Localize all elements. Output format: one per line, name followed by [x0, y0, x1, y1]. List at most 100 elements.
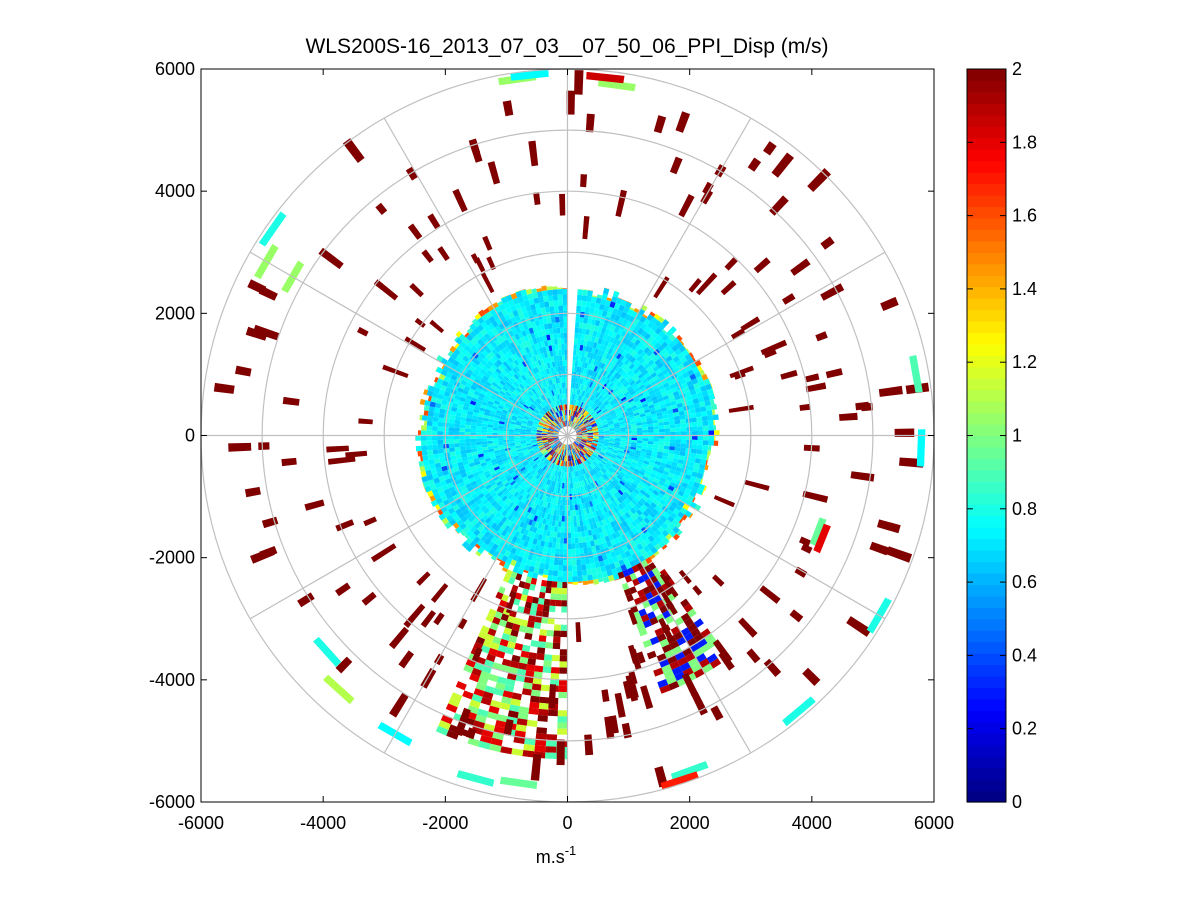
- core-cell: [598, 437, 605, 440]
- core-cell: [572, 565, 577, 571]
- core-cell: [570, 415, 572, 422]
- core-cell: [571, 416, 574, 422]
- core-cell: [555, 487, 559, 494]
- core-cell: [609, 439, 615, 443]
- core-cell: [602, 370, 608, 377]
- core-cell: [455, 411, 462, 417]
- core-cell: [574, 487, 578, 494]
- core-cell: [511, 450, 517, 454]
- core-cell: [501, 487, 508, 494]
- core-cell: [596, 445, 603, 448]
- core-cell: [656, 412, 663, 417]
- core-cell: [613, 422, 620, 426]
- core-cell: [576, 436, 583, 437]
- core-cell: [498, 440, 504, 443]
- core-cell: [694, 407, 701, 413]
- core-cell: [578, 509, 582, 516]
- core-cell: [585, 563, 591, 570]
- core-cell: [603, 410, 609, 415]
- core-cell: [421, 415, 428, 421]
- core-cell: [631, 425, 637, 429]
- core-cell: [440, 404, 447, 410]
- core-cell: [602, 364, 608, 371]
- core-cell: [672, 408, 679, 413]
- core-cell: [617, 482, 624, 488]
- core-cell: [581, 531, 586, 538]
- core-cell: [663, 492, 671, 499]
- core-cell: [590, 402, 595, 408]
- core-cell: [609, 399, 615, 405]
- sector-cell: [529, 701, 540, 709]
- core-cell: [526, 425, 532, 428]
- core-cell: [560, 338, 565, 345]
- core-cell: [495, 496, 502, 503]
- core-cell: [580, 441, 586, 445]
- core-cell: [607, 503, 614, 511]
- core-cell: [560, 332, 565, 339]
- core-cell: [530, 543, 537, 550]
- core-cell: [527, 445, 533, 449]
- core-cell: [612, 385, 618, 391]
- core-cell: [702, 425, 709, 431]
- core-cell: [680, 496, 688, 504]
- core-cell: [591, 403, 596, 409]
- core-cell: [693, 382, 701, 390]
- core-cell: [539, 455, 545, 460]
- core-cell: [547, 479, 552, 486]
- core-cell: [637, 522, 645, 530]
- core-cell: [476, 384, 484, 390]
- core-cell: [542, 428, 549, 431]
- core-cell: [530, 531, 536, 539]
- core-cell: [593, 505, 598, 512]
- core-cell: [450, 490, 458, 497]
- core-cell: [646, 514, 654, 522]
- core-cell: [445, 360, 453, 368]
- core-cell: [453, 431, 460, 436]
- core-cell: [614, 438, 621, 442]
- core-cell: [634, 518, 641, 525]
- core-cell: [684, 474, 692, 480]
- core-cell: [501, 509, 508, 517]
- core-cell: [625, 367, 632, 374]
- core-cell: [529, 450, 535, 454]
- core-cell: [544, 443, 550, 447]
- core-cell: [529, 415, 536, 420]
- core-cell: [576, 433, 583, 435]
- core-cell: [473, 457, 480, 463]
- core-cell: [626, 385, 633, 392]
- core-cell: [611, 296, 618, 303]
- core-cell: [582, 486, 586, 492]
- core-cell: [647, 321, 655, 329]
- core-cell: [607, 484, 613, 491]
- core-cell: [490, 456, 496, 461]
- core-cell: [645, 384, 652, 390]
- core-cell: [636, 440, 643, 444]
- core-cell: [603, 439, 610, 442]
- core-cell: [483, 452, 490, 457]
- core-cell: [592, 453, 598, 459]
- core-cell: [537, 424, 544, 428]
- core-cell: [531, 438, 537, 441]
- core-cell: [640, 451, 647, 455]
- core-cell: [610, 508, 617, 515]
- core-cell: [612, 417, 618, 421]
- core-cell: [700, 479, 703, 485]
- core-cell: [568, 415, 570, 421]
- core-cell: [659, 462, 667, 468]
- core-cell: [587, 407, 592, 413]
- core-cell: [679, 451, 686, 457]
- core-cell: [578, 514, 583, 521]
- core-cell: [658, 533, 666, 541]
- core-cell: [576, 438, 582, 440]
- core-cell: [478, 472, 486, 479]
- core-cell: [605, 471, 612, 477]
- core-cell: [536, 436, 542, 438]
- core-cell: [641, 495, 649, 502]
- core-cell: [613, 357, 619, 365]
- core-cell: [691, 439, 698, 445]
- core-cell: [493, 466, 500, 471]
- core-cell: [530, 469, 536, 475]
- core-cell: [560, 477, 564, 483]
- core-cell: [665, 463, 672, 469]
- core-cell: [617, 375, 624, 382]
